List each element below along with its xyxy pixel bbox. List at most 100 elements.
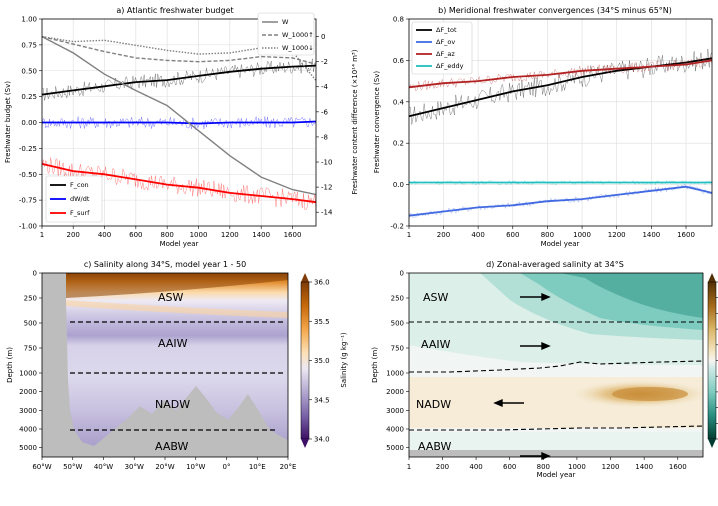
x-tick-label: 400 [471,231,484,239]
y2-tick-label: -12 [321,184,332,192]
region-aabw-d: AABW [418,440,452,453]
x-tick-label: 400 [469,463,482,471]
y2-tick-label: -14 [321,209,333,217]
x-tick-label: 1600 [669,463,687,471]
colorbar-tick-label: 34.0 [314,436,330,444]
region-asw-d: ASW [423,291,449,304]
panel-d: d) Zonal-averaged salinity at 34°S ASW A… [371,260,717,479]
y-tick-label: 250 [24,295,37,303]
y-tick-label: 3000 [19,407,37,415]
x-tick-label: 1400 [252,231,270,239]
y-tick-label: 0.00 [21,119,37,127]
region-aabw-c: AABW [155,440,189,453]
series-line-f-ov [408,185,713,217]
x-tick-label: 0° [223,463,231,471]
panel-c-title: c) Salinity along 34°S, model year 1 - 5… [84,260,246,269]
y2-tick-label: -8 [321,133,328,141]
y-tick-label: -0.50 [19,171,37,179]
y-tick-label: 0.0 [393,181,404,189]
x-tick-label: 1200 [608,231,626,239]
legend-faz: ΔF_az [436,50,455,58]
y2-tick-label: -2 [321,58,328,66]
panel-d-x-ticks: 1 200 400 600 800 1000 1200 1400 1600 [407,457,687,471]
y-tick-label: 5000 [19,444,37,452]
panel-a: a) Atlantic freshwater budget 1 200 400 600… [4,6,359,248]
series-line-w [41,35,317,196]
legend-dwdt: dW/dt [70,195,90,203]
colorbar-tick-label: 34.5 [314,396,330,404]
x-tick-label: 800 [537,463,550,471]
panel-b-title: b) Meridional freshwater convergences (3… [438,6,672,15]
y-tick-label: 5000 [386,444,404,452]
panel-d-xlabel: Model year [537,471,576,479]
y2-tick-label: -10 [321,159,332,167]
panel-a-y2-ticks: 0 -2 -4 -6 -8 -10 -12 -14 [316,33,333,217]
panel-b-ylabel: Freshwater convergence (Sv) [373,71,381,173]
x-tick-label: 1000 [573,231,591,239]
y-tick-label: 0.25 [21,93,37,101]
x-tick-label: 1400 [635,463,653,471]
panel-b-frame [408,18,713,227]
y-tick-label: 0 [400,270,404,278]
panel-c-boundaries [70,321,286,431]
panel-b-y-ticks: 0.8 0.6 0.4 0.2 0.0 -0.2 [390,16,409,231]
y-tick-label: 1000 [386,370,404,378]
y-tick-label: 0.2 [393,140,404,148]
panel-a-series [41,35,317,212]
x-tick-label: 1 [40,231,44,239]
y-tick-label: 0.8 [393,16,404,24]
y-tick-label: 0.6 [393,57,405,65]
y-tick-label: 4000 [386,426,404,434]
legend-w: W [282,18,289,26]
y-tick-label: -1.00 [19,223,37,231]
region-aaiw-d: AAIW [421,338,451,351]
y-tick-label: 4000 [19,426,37,434]
region-asw-c: ASW [158,291,184,304]
legend-w1000-up: W_1000↑ [282,31,314,39]
x-tick-label: 60°W [32,463,51,471]
y-tick-label: 750 [391,345,404,353]
x-tick-label: 1200 [221,231,239,239]
y-tick-label: 2000 [19,388,37,396]
region-nadw-d: NADW [416,398,451,411]
panel-d-colorbar [707,273,717,448]
panel-c-colorbar-ticks: 36.0 35.5 35.0 34.5 34.0 [309,279,330,444]
legend-fsurf: F_surf [70,209,90,217]
panel-d-title: d) Zonal-averaged salinity at 34°S [486,260,624,269]
x-tick-label: 1000 [190,231,208,239]
series-line-w-1000 [41,35,317,65]
x-tick-label: 1200 [602,463,620,471]
series-line-w-1000 [41,35,317,81]
panel-b-legend: ΔF_tot ΔF_ov ΔF_az ΔF_eddy [411,21,473,75]
panel-a-x-ticks: 1 200 400 600 800 1000 1200 1400 1600 [40,226,301,239]
series-line-f-con [41,64,317,96]
legend-ftot: ΔF_tot [436,26,457,34]
y2-tick-label: -6 [321,108,329,116]
x-tick-label: 1 [407,231,411,239]
panel-c-section [42,273,288,457]
x-tick-label: 200 [437,231,450,239]
x-tick-label: 10°E [249,463,266,471]
legend-fcon: F_con [70,181,89,189]
y2-tick-label: 0 [321,33,325,41]
y-tick-label: -0.25 [19,145,37,153]
y-tick-label: 3000 [386,407,404,415]
series-line-dw-dt [42,120,317,125]
series-noise-f-tot [408,48,713,125]
panel-a-y-ticks: 1.00 0.75 0.50 0.25 0.00 -0.25 -0.50 -0.75 -1.00 [19,16,42,231]
panel-a-y2label: Freshwater content difference (×10¹⁴ m³) [351,49,359,194]
x-tick-label: 1 [407,463,411,471]
y-tick-label: -0.75 [19,197,37,205]
legend-w1000-down: W_1000↓ [282,44,314,52]
y-tick-label: 0.75 [21,41,37,49]
x-tick-label: 50°W [63,463,82,471]
x-tick-label: 10°W [186,463,205,471]
x-tick-label: 600 [129,231,142,239]
x-tick-label: 20°E [280,463,297,471]
panel-d-boundaries [409,321,704,431]
colorbar-tick-label: 35.5 [314,318,330,326]
panel-b-series [408,48,713,219]
series-line-f-surf [41,163,317,204]
region-nadw-c: NADW [155,398,190,411]
